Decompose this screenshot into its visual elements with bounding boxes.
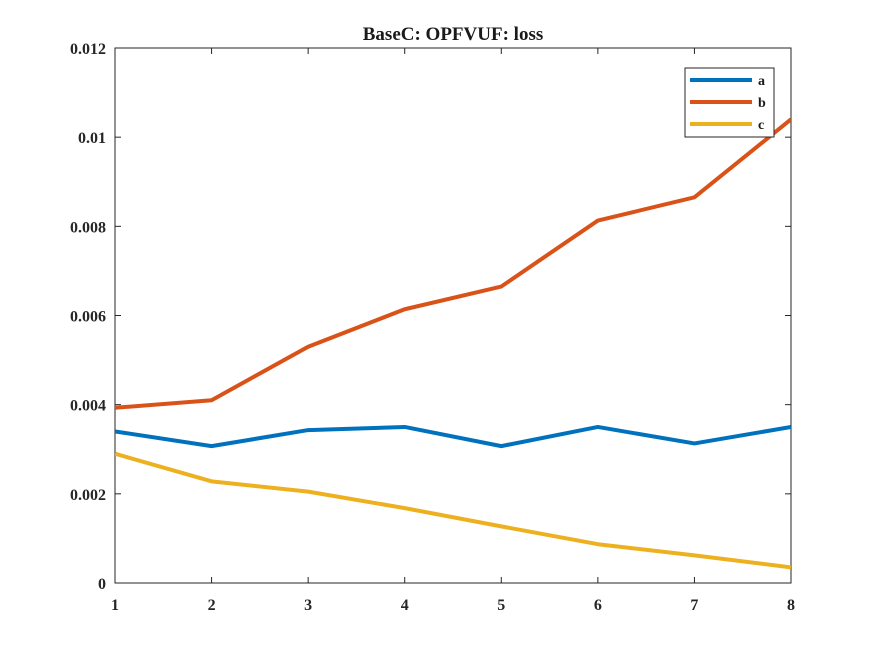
x-tick-label: 5 (497, 597, 505, 614)
chart-title: BaseC: OPFVUF: loss (363, 24, 543, 45)
x-tick-label: 7 (690, 597, 698, 614)
series-line-a (115, 424, 791, 449)
x-tick-label: 8 (787, 597, 795, 614)
x-tick-label: 1 (111, 597, 119, 614)
y-tick-label: 0.002 (70, 487, 106, 504)
x-tick-label: 3 (304, 597, 312, 614)
y-tick-label: 0.006 (70, 309, 106, 326)
legend-label-b: b (758, 96, 766, 111)
y-tick-label: 0.008 (70, 219, 106, 236)
legend-label-a: a (758, 74, 765, 89)
series-line-c (115, 451, 791, 570)
y-tick-label: 0.012 (70, 41, 106, 58)
x-tick-label: 4 (401, 597, 409, 614)
legend-label-c: c (758, 118, 764, 133)
plot-area: 1 2 3 4 5 6 7 8 0 0.002 0.004 0.006 0.008 0.01 0.012 ab… (70, 41, 795, 614)
y-tick-label: 0.01 (78, 130, 106, 147)
y-tick-label: 0.004 (70, 398, 106, 415)
series-line-b (115, 117, 791, 410)
x-tick-label: 6 (594, 597, 602, 614)
x-tick-label: 2 (208, 597, 216, 614)
y-tick-label: 0 (98, 576, 106, 593)
